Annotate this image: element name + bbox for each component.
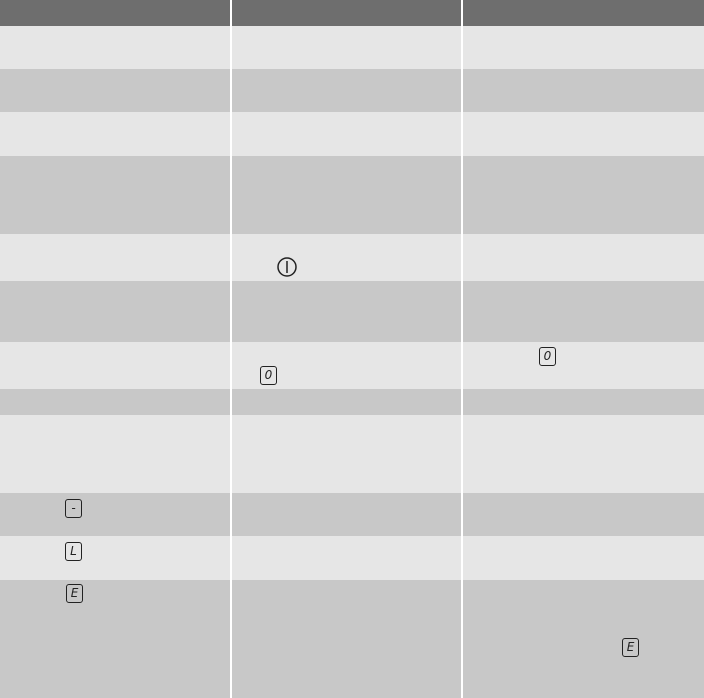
table-row — [0, 536, 704, 580]
table-cell — [463, 493, 704, 536]
table-cell — [0, 281, 230, 342]
table-cell — [463, 536, 704, 580]
table-row — [0, 281, 704, 342]
minus-symbol: - — [65, 499, 82, 518]
table-cell — [0, 156, 230, 234]
table-cell — [463, 69, 704, 112]
table-cell — [232, 69, 461, 112]
table-cell — [232, 493, 461, 536]
table-cell — [463, 26, 704, 69]
table-cell — [232, 234, 461, 281]
table-cell — [232, 26, 461, 69]
table-cell — [232, 389, 461, 415]
table-cell — [0, 536, 230, 580]
table-row — [0, 493, 704, 536]
table-row — [0, 112, 704, 156]
table-cell — [0, 493, 230, 536]
table-cell — [232, 112, 461, 156]
table-row — [0, 156, 704, 234]
header-cell — [232, 0, 461, 26]
table-cell — [0, 415, 230, 493]
table-cell — [463, 580, 704, 698]
table-row — [0, 69, 704, 112]
table-cell — [0, 234, 230, 281]
error-symbol: E — [622, 638, 639, 657]
table-cell — [232, 536, 461, 580]
error-symbol: E — [66, 584, 83, 603]
table-cell — [232, 415, 461, 493]
table-row — [0, 580, 704, 698]
table-row — [0, 415, 704, 493]
table-row — [0, 342, 704, 389]
table-cell — [0, 342, 230, 389]
table-cell — [0, 112, 230, 156]
table-row — [0, 26, 704, 69]
table-row — [0, 389, 704, 415]
table-cell — [463, 342, 704, 389]
lock-symbol: L — [65, 542, 82, 561]
table-cell — [0, 389, 230, 415]
header-row — [0, 0, 704, 26]
table-cell — [0, 69, 230, 112]
zero-symbol: 0 — [260, 366, 277, 385]
table-cell — [0, 26, 230, 69]
header-cell — [463, 0, 704, 26]
zero-symbol: 0 — [539, 347, 556, 366]
table-cell — [463, 234, 704, 281]
table-cell — [463, 415, 704, 493]
table-cell — [232, 156, 461, 234]
power-icon — [277, 257, 297, 277]
table-cell — [0, 580, 230, 698]
table-row — [0, 234, 704, 281]
table-cell — [463, 156, 704, 234]
table-cell — [232, 580, 461, 698]
table-cell — [232, 281, 461, 342]
header-cell — [0, 0, 230, 26]
table-cell — [463, 112, 704, 156]
table-cell — [463, 389, 704, 415]
table-cell — [463, 281, 704, 342]
table-cell — [232, 342, 461, 389]
